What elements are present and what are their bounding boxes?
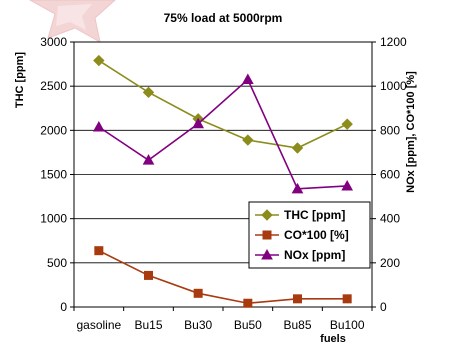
data-point-co100: [342, 294, 352, 304]
data-point-nox: [341, 179, 354, 191]
data-point-thc: [291, 142, 304, 154]
data-point-nox: [241, 73, 254, 85]
data-point-thc: [242, 134, 254, 146]
left-tick-label: 3000: [40, 35, 67, 49]
left-tick-label: 0: [60, 300, 67, 314]
data-point-co100: [144, 270, 153, 280]
legend-marker-co100: [262, 230, 272, 240]
right-tick-label: 400: [380, 212, 400, 226]
data-point-co100: [193, 288, 203, 298]
data-point-co100: [94, 246, 104, 256]
data-point-thc: [93, 54, 105, 67]
watermark-graphic: [28, 0, 116, 43]
x-tick-label: Bu100: [330, 318, 365, 332]
left-tick-label: 2000: [40, 123, 67, 137]
data-point-thc: [341, 118, 353, 130]
data-point-co100: [243, 298, 253, 308]
series-line-co100: [98, 249, 348, 305]
y-axis-left-label: THC [ppm]: [14, 52, 26, 109]
series-co100: [94, 246, 352, 308]
right-tick-label: 0: [380, 300, 387, 314]
x-tick-label: Bu50: [234, 318, 262, 332]
x-tick-label: Bu85: [283, 318, 311, 332]
right-tick-label: 200: [380, 256, 400, 270]
series-thc: [93, 54, 353, 154]
y-axis-right-label: NOx [ppm], CO*100 [%]: [405, 71, 417, 193]
legend-label-co100: CO*100 [%]: [284, 228, 349, 242]
left-tick-label: 1000: [40, 212, 67, 226]
left-tick-label: 500: [47, 256, 67, 270]
axes: 0 500 1000 1500 2000 2500 3000 0 200 400 600 800 100…: [40, 35, 407, 332]
legend-marker-nox: [261, 248, 273, 260]
series-line-nox: [98, 78, 348, 190]
x-axis-label: fuels: [320, 333, 346, 343]
series-nox: [92, 73, 354, 194]
data-point-thc: [142, 86, 155, 99]
right-tick-label: 600: [380, 168, 400, 182]
series-line-thc: [98, 59, 348, 149]
data-point-nox: [291, 182, 304, 194]
x-tick-label: Bu15: [134, 318, 162, 332]
left-tick-label: 1500: [40, 168, 67, 182]
right-tick-label: 1000: [380, 79, 407, 93]
data-point-nox: [92, 120, 105, 132]
right-tick-label: 1200: [380, 35, 407, 49]
x-tick-label: Bu30: [184, 318, 212, 332]
legend: THC [ppm] CO*100 [%] NOx [ppm]: [248, 201, 371, 269]
right-tick-label: 800: [380, 123, 400, 137]
x-tick-label: gasoline: [76, 318, 121, 332]
legend-marker-thc: [261, 209, 273, 221]
data-point-co100: [293, 294, 302, 304]
data-point-nox: [142, 154, 155, 165]
series-layer: [92, 54, 354, 308]
data-point-nox: [192, 117, 205, 129]
legend-label-thc: THC [ppm]: [284, 208, 345, 222]
legend-label-nox: NOx [ppm]: [284, 248, 345, 262]
left-tick-label: 2500: [40, 79, 67, 93]
chart-title: 75% load at 5000rpm: [164, 11, 283, 25]
